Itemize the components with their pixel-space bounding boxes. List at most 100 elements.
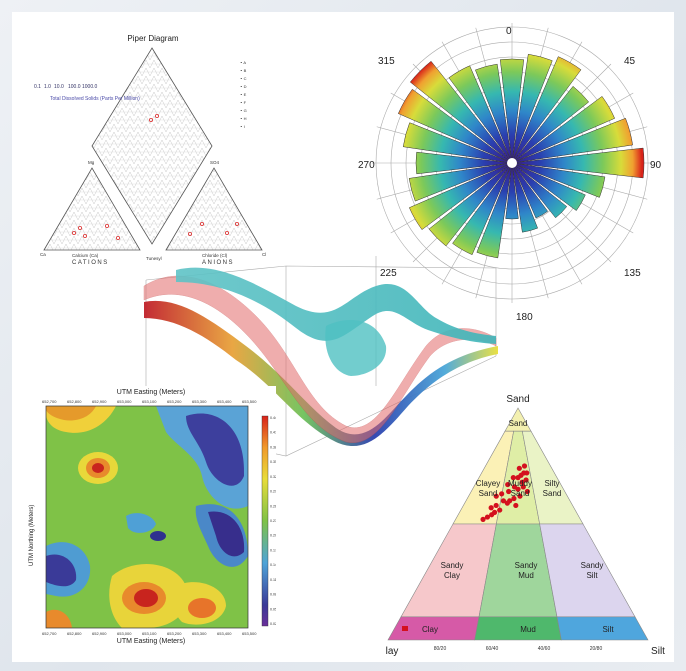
- colorbar-tick: 0.44: [270, 416, 276, 420]
- rose-petal: [408, 162, 513, 230]
- sample-point: [519, 479, 525, 485]
- rose-petal: [511, 96, 616, 164]
- map-ylabel: UTM Northing (Meters): [29, 505, 35, 566]
- rose-petal: [511, 162, 586, 211]
- colorbar-tick: 0.23: [270, 519, 276, 523]
- sample-point: [488, 505, 494, 511]
- svg-text:∘ E: ∘ E: [240, 92, 247, 97]
- map-x-tick-bottom: 653,100: [142, 631, 157, 636]
- clay-legend-marker: [402, 626, 408, 631]
- svg-text:1000.0: 1000.0: [82, 84, 98, 90]
- sample-point: [493, 493, 499, 499]
- rose-label-0: 0: [506, 26, 512, 37]
- sample-point: [493, 502, 499, 509]
- region-label-mud: Mud: [520, 625, 536, 634]
- svg-text:∘ D: ∘ D: [240, 84, 247, 89]
- sample-point: [499, 491, 505, 497]
- sample-point: [524, 488, 530, 495]
- colorbar-tick: 0.02: [270, 622, 276, 626]
- rose-petal: [499, 58, 525, 164]
- rose-petal: [505, 162, 519, 220]
- sample-point: [511, 495, 517, 502]
- map-x-tick-bottom: 653,200: [167, 631, 182, 636]
- svg-text:∘ I: ∘ I: [240, 124, 245, 129]
- region-label-clay: Clay: [422, 625, 438, 634]
- rose-petal: [511, 162, 568, 219]
- rose-petal: [397, 88, 513, 164]
- svg-text:100.0: 100.0: [68, 84, 81, 90]
- colorbar-tick: 0.41: [270, 431, 276, 435]
- sample-point: [517, 493, 523, 499]
- region-label-silty-sand: Silty Sand: [543, 479, 562, 498]
- piper-anions-label: ANIONS: [202, 260, 234, 266]
- rose-petal: [511, 117, 633, 164]
- colorbar-tick: 0.08: [270, 593, 276, 597]
- sample-point: [518, 472, 524, 478]
- ternary-apex-sand: Sand: [506, 394, 529, 405]
- svg-text:10.0: 10.0: [54, 84, 64, 90]
- sample-point: [513, 502, 519, 509]
- colorbar-tick: 0.17: [270, 548, 276, 552]
- region-label-muddy-sand: Muddy Sand: [508, 479, 532, 498]
- rose-label-90: 90: [650, 160, 662, 171]
- svg-text:∘ H: ∘ H: [240, 116, 247, 121]
- colorbar-tick: 0.14: [270, 563, 276, 567]
- ternary-bottom-tick: 60/40: [486, 646, 499, 652]
- piper-diamond: [91, 47, 213, 245]
- ternary-diagram-panel: Sand Sand Clayey Sand Muddy Sand Silty Sand…: [380, 388, 676, 658]
- piper-calcium-label: Calcium (Ca): [72, 253, 99, 258]
- sample-point: [506, 488, 512, 495]
- region-label-silt: Silt: [602, 625, 614, 634]
- rose-label-180: 180: [516, 312, 533, 323]
- ternary-corner-clay: lay: [386, 646, 399, 657]
- piper-sample-markers: [72, 114, 239, 240]
- map-colorbar: [261, 415, 269, 627]
- svg-text:∘ A: ∘ A: [240, 60, 246, 65]
- rose-label-225: 225: [380, 268, 397, 279]
- map-x-tick: 653,100: [142, 399, 157, 404]
- colorbar-tick: 0.05: [270, 607, 276, 611]
- ternary-diagram-svg: Sand Sand Clayey Sand Muddy Sand Silty Sand…: [386, 394, 666, 657]
- map-x-tick-bottom: 652,800: [67, 631, 82, 636]
- piper-cl-label: Cl: [262, 252, 266, 257]
- sample-point: [523, 477, 529, 483]
- region-label-clayey-sand: Clayey Sand: [476, 479, 500, 498]
- piper-tds-label: Total Dissolved Solids (Parts Per Millio…: [50, 96, 140, 102]
- ternary-corner-silt: Silt: [651, 646, 665, 657]
- region-label-sand: Sand: [509, 419, 528, 428]
- sample-point: [521, 463, 528, 469]
- svg-text:∘ C: ∘ C: [240, 76, 247, 81]
- colorbar-tick: 0.38: [270, 445, 276, 449]
- colorbar-tick: 0.29: [270, 490, 276, 494]
- ternary-bottom-tick: 40/60: [538, 646, 551, 652]
- ternary-bottom-ticks: 80/20 60/40 40/60 20/80: [434, 646, 603, 652]
- rose-petal: [452, 162, 513, 256]
- sample-point: [500, 498, 507, 504]
- map-x-tick: 652,900: [92, 399, 107, 404]
- region-label-sandy-mud: Sandy Mud: [515, 561, 538, 580]
- sample-point: [505, 481, 511, 488]
- rose-petal: [511, 56, 582, 164]
- ternary-bottom-tick: 20/80: [590, 646, 603, 652]
- rose-diagram-svg: 0 45 90 135 180 225 270 315: [358, 23, 662, 323]
- region-silt: [556, 616, 649, 641]
- ternary-sample-points: [480, 463, 530, 522]
- sample-point: [504, 500, 510, 506]
- piper-legend: ∘ A ∘ B ∘ C ∘ D ∘ E ∘ F ∘ G ∘ H ∘ I: [240, 60, 247, 129]
- colorbar-tick: 0.26: [270, 504, 276, 508]
- rose-petals: [397, 53, 645, 259]
- rose-petal: [428, 162, 513, 247]
- sample-point: [524, 470, 530, 476]
- map-x-tick-bottom: 652,700: [42, 631, 57, 636]
- contour-map-panel: UTM Easting (Meters): [26, 386, 276, 648]
- sample-point: [515, 486, 521, 492]
- rose-petal: [408, 162, 513, 202]
- map-title-bottom: UTM Easting (Meters): [116, 638, 186, 645]
- sample-point: [497, 507, 503, 513]
- piper-so4-label: SO4: [210, 160, 220, 165]
- rose-petal: [476, 162, 513, 259]
- rose-petal: [511, 53, 553, 164]
- rose-center: [507, 158, 517, 168]
- piper-mg-label: Mg: [88, 160, 95, 165]
- piper-ca-label: Ca: [40, 252, 46, 257]
